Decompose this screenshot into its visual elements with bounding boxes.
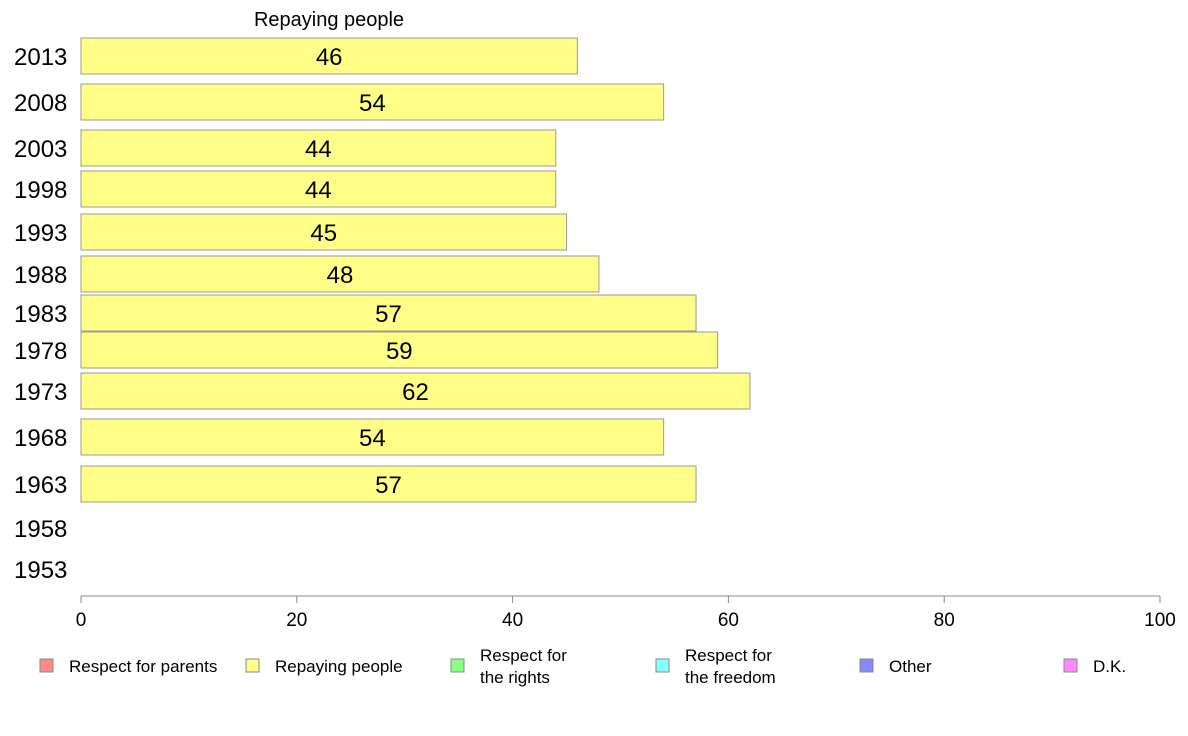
value-label-1973: 62 — [402, 379, 429, 406]
bar-1993 — [80, 213, 568, 251]
year-label-1988: 1988 — [14, 262, 67, 289]
value-label-1963: 57 — [375, 472, 402, 499]
legend-label-2: Respect for the rights — [480, 646, 567, 687]
year-label-1983: 1983 — [14, 301, 67, 328]
year-label-1998: 1998 — [14, 177, 67, 204]
year-label-2003: 2003 — [14, 136, 67, 163]
legend-swatch-5 — [1063, 658, 1078, 673]
year-label-2013: 2013 — [14, 44, 67, 71]
legend-swatch-3 — [655, 658, 670, 673]
chart-title: Repaying people — [254, 9, 404, 31]
x-tick-label-60: 60 — [718, 610, 739, 631]
legend-swatch-1 — [245, 658, 260, 673]
year-label-1953: 1953 — [14, 557, 67, 584]
year-label-1993: 1993 — [14, 220, 67, 247]
bar-1978 — [80, 331, 719, 369]
value-label-1978: 59 — [386, 338, 413, 365]
value-label-1998: 44 — [305, 177, 332, 204]
value-label-1983: 57 — [375, 301, 402, 328]
legend-label-3: Respect for the freedom — [685, 646, 776, 687]
value-label-1988: 48 — [327, 262, 354, 289]
value-label-1993: 45 — [310, 220, 337, 247]
year-label-1978: 1978 — [14, 338, 67, 365]
x-tick-label-0: 0 — [76, 610, 87, 631]
x-tick-label-100: 100 — [1144, 610, 1176, 631]
legend-swatch-2 — [450, 658, 465, 673]
x-tick-label-40: 40 — [502, 610, 523, 631]
bar-2003 — [80, 129, 557, 167]
bar-2008 — [80, 83, 665, 121]
legend-label-4: Other — [889, 657, 932, 676]
value-label-1968: 54 — [359, 425, 386, 452]
year-label-1968: 1968 — [14, 425, 67, 452]
year-labels: 2013 2008 2003 1998 1993 1988 1983 1978 1973 1968… — [14, 44, 67, 584]
value-label-2013: 46 — [316, 44, 343, 71]
bar-1963 — [80, 465, 697, 503]
bar-1988 — [80, 255, 600, 293]
bar-1998 — [80, 170, 557, 208]
bar-2013 — [80, 37, 578, 75]
bar-1973 — [80, 372, 751, 410]
legend-swatch-0 — [39, 658, 54, 673]
legend-swatch-4 — [859, 658, 874, 673]
year-label-1973: 1973 — [14, 379, 67, 406]
x-tick-label-20: 20 — [286, 610, 307, 631]
year-label-2008: 2008 — [14, 90, 67, 117]
value-label-2003: 44 — [305, 136, 332, 163]
year-label-1958: 1958 — [14, 516, 67, 543]
x-tick-label-80: 80 — [934, 610, 955, 631]
legend: Respect for parents Repaying people Respec… — [39, 646, 1126, 687]
legend-label-5: D.K. — [1093, 657, 1126, 676]
value-label-2008: 54 — [359, 90, 386, 117]
bars-group: 46 54 44 44 45 48 57 59 62 54 57 — [80, 37, 751, 503]
legend-label-0: Respect for parents — [69, 657, 217, 676]
year-label-1963: 1963 — [14, 472, 67, 499]
legend-label-1: Repaying people — [275, 657, 403, 676]
bar-1983 — [80, 294, 697, 332]
x-axis: 0 20 40 60 80 100 — [76, 595, 1176, 631]
bar-1968 — [80, 418, 665, 456]
